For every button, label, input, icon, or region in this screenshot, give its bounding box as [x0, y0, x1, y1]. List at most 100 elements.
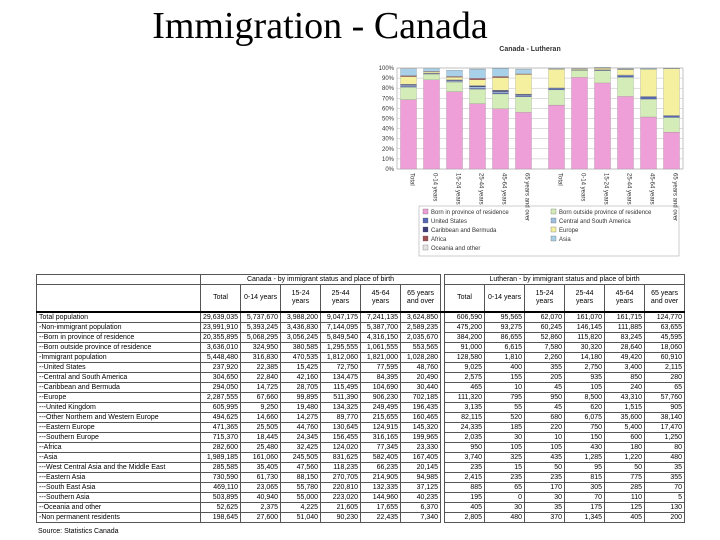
cell: 1,989,185 — [199, 452, 242, 463]
cell: 831,625 — [320, 452, 362, 463]
cell: 9,025 — [444, 362, 486, 373]
cell: 1,220 — [604, 452, 646, 463]
row-label: --Caribbean and Bermuda — [36, 382, 201, 393]
cell: 3,988,200 — [280, 311, 322, 323]
x-tick-label: 45-64 years — [501, 173, 507, 205]
cell: 30,440 — [400, 382, 442, 393]
bar-segment — [594, 68, 611, 70]
cell: 88,150 — [280, 472, 322, 483]
cell: 235 — [444, 462, 486, 473]
cell: 198,645 — [199, 512, 242, 523]
cell: 65 — [644, 382, 686, 393]
cell: 795 — [484, 392, 526, 403]
cell: 84,395 — [360, 372, 402, 383]
cell: 2,260 — [524, 352, 566, 363]
cell: 7,340 — [400, 512, 442, 523]
cell: 50 — [604, 462, 646, 473]
cell: 0 — [484, 492, 526, 503]
bar-segment — [400, 87, 417, 100]
y-tick-label: 70% — [382, 96, 395, 102]
legend-label: Asia — [559, 237, 571, 243]
cell: 180 — [604, 442, 646, 453]
x-tick-label: 15-24 years — [455, 173, 461, 205]
cell: 25,505 — [240, 422, 282, 433]
cell: 29,639,035 — [199, 311, 242, 323]
cell: 35,600 — [604, 412, 646, 423]
group-header: Canada - by immigrant status and place o… — [199, 274, 442, 285]
cell: 23,330 — [400, 442, 442, 453]
cell: 43,310 — [604, 392, 646, 403]
cell: 3,740 — [444, 452, 486, 463]
cell: 40,940 — [240, 492, 282, 503]
legend-label: Born outside province of residence — [559, 210, 652, 216]
cell: 144,960 — [360, 492, 402, 503]
table-row: ---Southern Asia 503,895 40,940 55,000 223,0… — [36, 492, 686, 503]
cell: 134,325 — [320, 402, 362, 413]
x-tick-label: 45-64 years — [649, 173, 655, 205]
cell: 30 — [484, 432, 526, 443]
cell: 44,760 — [280, 422, 322, 433]
legend-label: United States — [431, 219, 467, 225]
cell: 24,345 — [280, 432, 322, 443]
bar-segment — [446, 77, 463, 80]
bar-segment — [423, 73, 440, 80]
cell: 17,470 — [644, 422, 686, 433]
cell: 950 — [524, 392, 566, 403]
bar-segment — [515, 112, 532, 170]
row-label: --Europe — [36, 392, 201, 403]
cell: 19,480 — [280, 402, 322, 413]
bar-segment — [423, 68, 440, 72]
column-header: 25-44 years — [320, 284, 362, 313]
cell: 170 — [524, 482, 566, 493]
x-tick-label: 15-24 years — [603, 173, 609, 205]
cell: 161,715 — [604, 311, 646, 323]
cell: 750 — [564, 422, 606, 433]
cell: 15,425 — [280, 362, 322, 373]
column-header: 45-64 years — [604, 284, 646, 313]
cell: 384,200 — [444, 332, 486, 343]
y-tick-label: 60% — [382, 106, 395, 112]
cell: 702,185 — [400, 392, 442, 403]
bar-segment — [640, 99, 657, 118]
table-row: ---United Kingdom 605,995 9,250 19,480 134,3… — [36, 402, 686, 413]
cell: 480 — [484, 512, 526, 523]
cell: 65 — [484, 482, 526, 493]
cell: 24,335 — [444, 422, 486, 433]
table-row: ---Eastern Europe 471,365 25,505 44,760 130,… — [36, 422, 686, 433]
cell: 1,821,000 — [360, 352, 402, 363]
cell: 282,600 — [199, 442, 242, 453]
cell: 156,455 — [320, 432, 362, 443]
cell: 3,436,830 — [280, 322, 322, 333]
chart: Canada - Lutheran 0% 10% 20% 30% 40% 50% 60% 70… — [379, 46, 684, 257]
cell: 99,895 — [280, 392, 322, 403]
cell: 125 — [604, 502, 646, 513]
bar-segment — [548, 89, 565, 106]
legend-swatch — [550, 235, 557, 242]
legend-label: Central and South America — [559, 219, 631, 225]
cell: 130,645 — [320, 422, 362, 433]
cell: 60,245 — [524, 322, 566, 333]
y-tick-label: 30% — [382, 137, 395, 143]
group-header-row: Canada - by immigrant status and place o… — [36, 274, 686, 285]
cell: 93,275 — [484, 322, 526, 333]
table-row: --Africa 282,600 25,480 32,425 124,020 77,345… — [36, 442, 686, 453]
cell: 32,425 — [280, 442, 322, 453]
x-tick-label: 65 years and over — [672, 173, 678, 221]
cell: 815 — [564, 472, 606, 483]
bar-segment — [400, 75, 417, 77]
cell: 2,115 — [644, 362, 686, 373]
cell: 2,750 — [564, 362, 606, 373]
bar-segment — [548, 88, 565, 91]
cell: 23,991,910 — [199, 322, 242, 333]
cell: 1,285 — [564, 452, 606, 463]
legend-frame — [418, 205, 680, 257]
column-header-row: Total 0-14 years 15-24 years 25-44 years 45-… — [36, 284, 686, 313]
cell: 89,770 — [320, 412, 362, 423]
x-tick-label: 0-14 years — [432, 173, 438, 201]
cell: 214,905 — [360, 472, 402, 483]
x-tick-label: 65 years and over — [524, 173, 530, 221]
cell: 605,995 — [199, 402, 242, 413]
cell: 42,160 — [280, 372, 322, 383]
cell: 110 — [604, 492, 646, 503]
